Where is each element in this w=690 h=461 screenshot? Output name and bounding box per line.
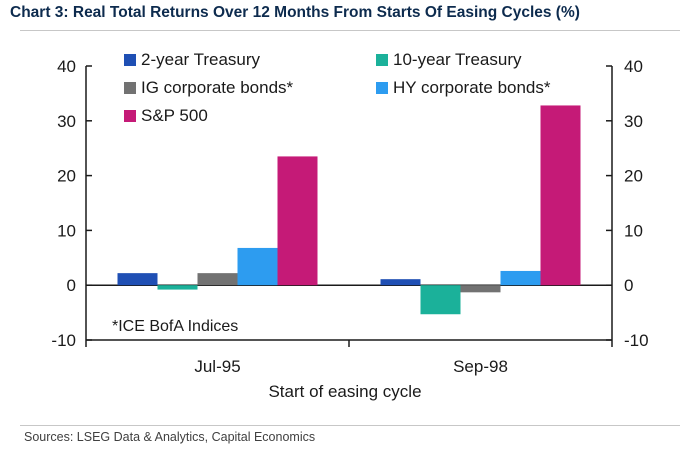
sources-note: Sources: LSEG Data & Analytics, Capital … xyxy=(24,430,316,444)
legend-swatch xyxy=(124,82,136,94)
legend-label: IG corporate bonds* xyxy=(141,78,294,97)
x-tick-label: Sep-98 xyxy=(453,357,508,376)
y-tick-label-left: 0 xyxy=(67,276,76,295)
chart-annotation: *ICE BofA Indices xyxy=(112,318,238,335)
title-divider xyxy=(20,30,680,31)
bar xyxy=(197,273,238,286)
y-tick-label-right: 10 xyxy=(624,221,643,240)
y-tick-label-left: 30 xyxy=(57,112,76,131)
chart-bars xyxy=(117,105,581,315)
bar xyxy=(460,285,501,293)
chart-legend: 2-year Treasury 10-year Treasury IG corpor… xyxy=(124,50,551,125)
legend-label: 10-year Treasury xyxy=(393,50,522,69)
legend-swatch xyxy=(124,110,136,122)
x-axis-label: Start of easing cycle xyxy=(268,382,421,401)
bar xyxy=(420,285,461,315)
bar xyxy=(237,247,278,286)
bar xyxy=(380,279,421,286)
bar xyxy=(500,270,541,286)
y-tick-label-right: -10 xyxy=(624,331,649,350)
x-tick-label: Jul-95 xyxy=(194,357,240,376)
legend-swatch xyxy=(124,54,136,66)
y-tick-label-left: -10 xyxy=(51,331,76,350)
y-tick-label-right: 40 xyxy=(624,57,643,76)
y-tick-label-left: 20 xyxy=(57,167,76,186)
y-tick-label-right: 30 xyxy=(624,112,643,131)
bar xyxy=(157,285,198,290)
bar-chart: -10 -10 0 0 10 10 20 20 30 30 40 40 Jul-95 Sep-98 2-y… xyxy=(51,50,648,401)
legend-label: HY corporate bonds* xyxy=(393,78,551,97)
bar xyxy=(117,273,158,286)
legend-swatch xyxy=(376,82,388,94)
bar xyxy=(540,105,581,286)
chart-axes: -10 -10 0 0 10 10 20 20 30 30 40 40 Jul-95 Sep-98 xyxy=(51,57,648,376)
y-tick-label-right: 0 xyxy=(624,276,633,295)
bar xyxy=(277,156,318,286)
chart-title: Chart 3: Real Total Returns Over 12 Mont… xyxy=(10,4,580,21)
legend-swatch xyxy=(376,54,388,66)
y-tick-label-left: 10 xyxy=(57,221,76,240)
legend-label: S&P 500 xyxy=(141,106,208,125)
y-tick-label-left: 40 xyxy=(57,57,76,76)
y-tick-label-right: 20 xyxy=(624,167,643,186)
footer-divider xyxy=(20,425,680,426)
legend-label: 2-year Treasury xyxy=(141,50,261,69)
